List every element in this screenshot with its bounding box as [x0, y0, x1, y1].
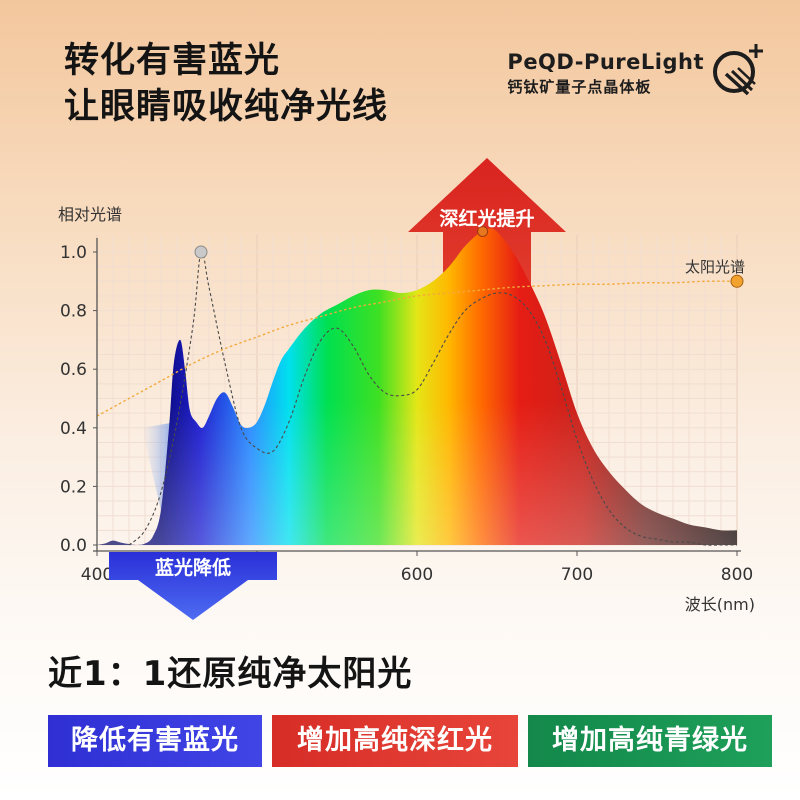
- x-axis-title: 波长(nm): [685, 595, 755, 614]
- chart-labels: 0.00.20.40.60.81.0400500600700800相对光谱波长(…: [58, 205, 755, 620]
- sun-spectrum-label: 太阳光谱: [685, 258, 745, 276]
- tag-reduce-blue-light: 降低有害蓝光: [48, 715, 262, 767]
- series-lines: [96, 225, 744, 546]
- headline: 转化有害蓝光 让眼睛吸收纯净光线: [64, 38, 388, 130]
- red-peak-marker: [477, 225, 489, 237]
- x-tick-label: 400: [81, 565, 113, 585]
- y-tick-label: 0.0: [60, 536, 87, 556]
- y-tick-label: 0.4: [60, 419, 87, 439]
- sun-spectrum-end-marker: [730, 274, 744, 288]
- y-tick-label: 0.6: [60, 360, 87, 380]
- x-tick-label: 800: [721, 565, 753, 585]
- spectrum-area: [97, 228, 737, 546]
- tag-increase-cyan-green: 增加高纯青绿光: [528, 715, 772, 767]
- dashed-curve: [128, 250, 737, 546]
- brand-name: PeQD-PureLight: [507, 50, 704, 74]
- blue-light-down-label: 蓝光降低: [155, 556, 231, 579]
- deep-red-up-label: 深红光提升: [439, 207, 534, 230]
- y-tick-label: 0.2: [60, 477, 87, 497]
- brand-subtitle: 钙钛矿量子点晶体板: [507, 78, 652, 96]
- dashed-peak-marker: [194, 245, 208, 259]
- spectrum-sheen: [97, 228, 737, 546]
- y-tick-label: 1.0: [60, 243, 87, 263]
- y-tick-label: 0.8: [60, 302, 87, 322]
- blue-light-down-arrow-icon: [109, 552, 277, 620]
- y-axis-title: 相对光谱: [58, 205, 122, 224]
- headline-line2: 让眼睛吸收纯净光线: [64, 87, 389, 127]
- x-tick-label: 700: [561, 565, 593, 585]
- tag-increase-deep-red: 增加高纯深红光: [272, 715, 518, 767]
- subtitle: 近1：1还原纯净太阳光: [48, 654, 413, 694]
- q-plus-logo-icon: [713, 44, 763, 96]
- brand-block: PeQD-PureLight 钙钛矿量子点晶体板: [507, 50, 704, 97]
- spectrum-chart: 0.00.20.40.60.81.0400500600700800相对光谱波长(…: [58, 158, 755, 620]
- headline-line1: 转化有害蓝光: [64, 41, 281, 81]
- x-tick-label: 600: [401, 565, 433, 585]
